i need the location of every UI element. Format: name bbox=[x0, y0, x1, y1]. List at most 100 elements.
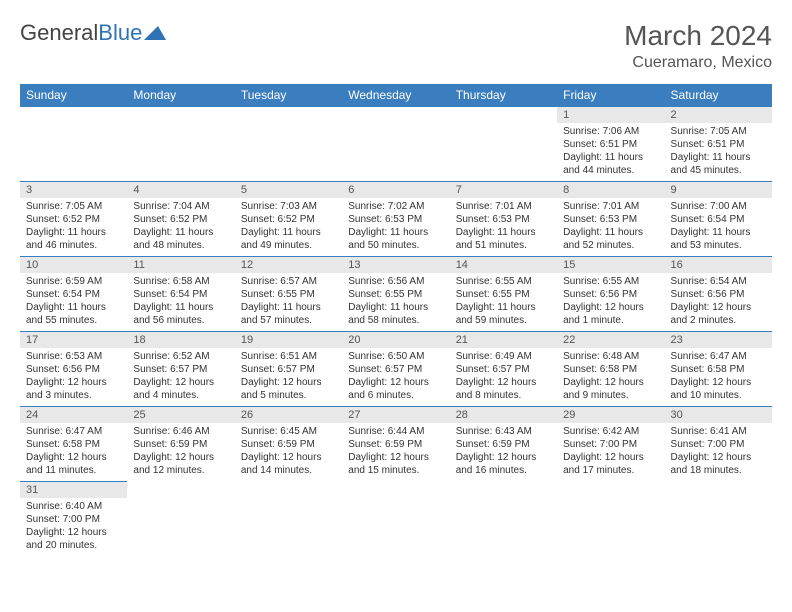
logo-text-1: General bbox=[20, 20, 98, 46]
day-info-cell: Sunrise: 7:04 AMSunset: 6:52 PMDaylight:… bbox=[127, 198, 234, 257]
daylight-text: Daylight: 11 hours and 49 minutes. bbox=[241, 226, 336, 252]
col-tuesday: Tuesday bbox=[235, 84, 342, 107]
daylight-text: Daylight: 12 hours and 9 minutes. bbox=[563, 376, 658, 402]
sunrise-text: Sunrise: 6:57 AM bbox=[241, 275, 336, 288]
day-number-cell: 10 bbox=[20, 257, 127, 274]
day-number-cell: 17 bbox=[20, 332, 127, 349]
day-info-cell: Sunrise: 6:41 AMSunset: 7:00 PMDaylight:… bbox=[665, 423, 772, 482]
sunrise-text: Sunrise: 6:45 AM bbox=[241, 425, 336, 438]
week-info-row: Sunrise: 6:40 AMSunset: 7:00 PMDaylight:… bbox=[20, 498, 772, 556]
day-info-cell: Sunrise: 6:52 AMSunset: 6:57 PMDaylight:… bbox=[127, 348, 234, 407]
day-number-cell bbox=[450, 482, 557, 499]
daylight-text: Daylight: 11 hours and 59 minutes. bbox=[456, 301, 551, 327]
sunrise-text: Sunrise: 6:41 AM bbox=[671, 425, 766, 438]
day-info-cell: Sunrise: 6:55 AMSunset: 6:56 PMDaylight:… bbox=[557, 273, 664, 332]
day-info-cell bbox=[450, 498, 557, 556]
header: GeneralBlue March 2024 Cueramaro, Mexico bbox=[20, 20, 772, 72]
week-number-row: 31 bbox=[20, 482, 772, 499]
daylight-text: Daylight: 11 hours and 55 minutes. bbox=[26, 301, 121, 327]
sunset-text: Sunset: 6:59 PM bbox=[133, 438, 228, 451]
day-info-cell bbox=[127, 123, 234, 182]
week-number-row: 17181920212223 bbox=[20, 332, 772, 349]
day-info-cell: Sunrise: 6:48 AMSunset: 6:58 PMDaylight:… bbox=[557, 348, 664, 407]
day-number-cell bbox=[20, 107, 127, 124]
sunrise-text: Sunrise: 7:00 AM bbox=[671, 200, 766, 213]
day-info-cell: Sunrise: 6:47 AMSunset: 6:58 PMDaylight:… bbox=[665, 348, 772, 407]
day-info-cell: Sunrise: 6:44 AMSunset: 6:59 PMDaylight:… bbox=[342, 423, 449, 482]
day-header-row: Sunday Monday Tuesday Wednesday Thursday… bbox=[20, 84, 772, 107]
day-info-cell: Sunrise: 6:42 AMSunset: 7:00 PMDaylight:… bbox=[557, 423, 664, 482]
sunset-text: Sunset: 6:52 PM bbox=[133, 213, 228, 226]
sunrise-text: Sunrise: 6:50 AM bbox=[348, 350, 443, 363]
daylight-text: Daylight: 12 hours and 18 minutes. bbox=[671, 451, 766, 477]
sunrise-text: Sunrise: 6:48 AM bbox=[563, 350, 658, 363]
day-number-cell: 4 bbox=[127, 182, 234, 199]
daylight-text: Daylight: 12 hours and 2 minutes. bbox=[671, 301, 766, 327]
sunset-text: Sunset: 6:58 PM bbox=[671, 363, 766, 376]
day-info-cell: Sunrise: 6:57 AMSunset: 6:55 PMDaylight:… bbox=[235, 273, 342, 332]
sunrise-text: Sunrise: 6:51 AM bbox=[241, 350, 336, 363]
daylight-text: Daylight: 11 hours and 56 minutes. bbox=[133, 301, 228, 327]
sunrise-text: Sunrise: 7:05 AM bbox=[671, 125, 766, 138]
day-info-cell: Sunrise: 7:03 AMSunset: 6:52 PMDaylight:… bbox=[235, 198, 342, 257]
day-info-cell bbox=[235, 123, 342, 182]
week-number-row: 24252627282930 bbox=[20, 407, 772, 424]
day-info-cell: Sunrise: 7:02 AMSunset: 6:53 PMDaylight:… bbox=[342, 198, 449, 257]
daylight-text: Daylight: 12 hours and 8 minutes. bbox=[456, 376, 551, 402]
day-info-cell: Sunrise: 6:56 AMSunset: 6:55 PMDaylight:… bbox=[342, 273, 449, 332]
sunrise-text: Sunrise: 6:55 AM bbox=[563, 275, 658, 288]
sunset-text: Sunset: 6:55 PM bbox=[348, 288, 443, 301]
daylight-text: Daylight: 11 hours and 46 minutes. bbox=[26, 226, 121, 252]
day-number-cell: 22 bbox=[557, 332, 664, 349]
day-number-cell: 5 bbox=[235, 182, 342, 199]
day-number-cell bbox=[557, 482, 664, 499]
sunset-text: Sunset: 6:59 PM bbox=[241, 438, 336, 451]
daylight-text: Daylight: 12 hours and 15 minutes. bbox=[348, 451, 443, 477]
day-number-cell: 12 bbox=[235, 257, 342, 274]
day-info-cell bbox=[127, 498, 234, 556]
day-info-cell: Sunrise: 6:59 AMSunset: 6:54 PMDaylight:… bbox=[20, 273, 127, 332]
sunset-text: Sunset: 6:56 PM bbox=[26, 363, 121, 376]
daylight-text: Daylight: 12 hours and 20 minutes. bbox=[26, 526, 121, 552]
day-number-cell bbox=[342, 482, 449, 499]
sunset-text: Sunset: 6:52 PM bbox=[241, 213, 336, 226]
day-number-cell: 23 bbox=[665, 332, 772, 349]
week-info-row: Sunrise: 6:47 AMSunset: 6:58 PMDaylight:… bbox=[20, 423, 772, 482]
day-number-cell: 11 bbox=[127, 257, 234, 274]
col-friday: Friday bbox=[557, 84, 664, 107]
daylight-text: Daylight: 12 hours and 11 minutes. bbox=[26, 451, 121, 477]
week-info-row: Sunrise: 6:59 AMSunset: 6:54 PMDaylight:… bbox=[20, 273, 772, 332]
daylight-text: Daylight: 11 hours and 51 minutes. bbox=[456, 226, 551, 252]
sunrise-text: Sunrise: 6:42 AM bbox=[563, 425, 658, 438]
week-number-row: 3456789 bbox=[20, 182, 772, 199]
day-number-cell: 2 bbox=[665, 107, 772, 124]
sunrise-text: Sunrise: 6:54 AM bbox=[671, 275, 766, 288]
sunset-text: Sunset: 6:58 PM bbox=[26, 438, 121, 451]
sunset-text: Sunset: 6:51 PM bbox=[671, 138, 766, 151]
day-info-cell: Sunrise: 7:01 AMSunset: 6:53 PMDaylight:… bbox=[557, 198, 664, 257]
day-number-cell: 25 bbox=[127, 407, 234, 424]
day-info-cell: Sunrise: 7:01 AMSunset: 6:53 PMDaylight:… bbox=[450, 198, 557, 257]
sunset-text: Sunset: 6:59 PM bbox=[456, 438, 551, 451]
day-info-cell: Sunrise: 6:47 AMSunset: 6:58 PMDaylight:… bbox=[20, 423, 127, 482]
day-number-cell: 31 bbox=[20, 482, 127, 499]
daylight-text: Daylight: 12 hours and 6 minutes. bbox=[348, 376, 443, 402]
daylight-text: Daylight: 11 hours and 58 minutes. bbox=[348, 301, 443, 327]
sunrise-text: Sunrise: 7:01 AM bbox=[563, 200, 658, 213]
day-info-cell bbox=[235, 498, 342, 556]
sunset-text: Sunset: 6:56 PM bbox=[671, 288, 766, 301]
sunset-text: Sunset: 6:53 PM bbox=[348, 213, 443, 226]
sunrise-text: Sunrise: 6:49 AM bbox=[456, 350, 551, 363]
day-number-cell bbox=[342, 107, 449, 124]
daylight-text: Daylight: 12 hours and 1 minute. bbox=[563, 301, 658, 327]
logo-triangle-icon bbox=[144, 20, 166, 46]
daylight-text: Daylight: 12 hours and 12 minutes. bbox=[133, 451, 228, 477]
sunrise-text: Sunrise: 6:47 AM bbox=[26, 425, 121, 438]
sunrise-text: Sunrise: 6:59 AM bbox=[26, 275, 121, 288]
sunset-text: Sunset: 6:53 PM bbox=[456, 213, 551, 226]
day-number-cell: 1 bbox=[557, 107, 664, 124]
sunrise-text: Sunrise: 7:05 AM bbox=[26, 200, 121, 213]
daylight-text: Daylight: 11 hours and 44 minutes. bbox=[563, 151, 658, 177]
sunset-text: Sunset: 6:56 PM bbox=[563, 288, 658, 301]
day-number-cell: 14 bbox=[450, 257, 557, 274]
